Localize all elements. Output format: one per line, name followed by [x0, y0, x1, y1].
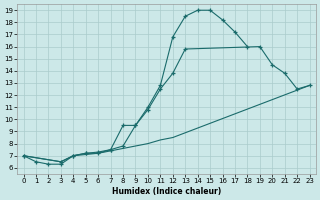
X-axis label: Humidex (Indice chaleur): Humidex (Indice chaleur) [112, 187, 221, 196]
